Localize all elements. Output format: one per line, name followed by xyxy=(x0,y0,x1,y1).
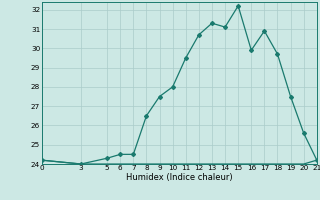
X-axis label: Humidex (Indice chaleur): Humidex (Indice chaleur) xyxy=(126,173,233,182)
